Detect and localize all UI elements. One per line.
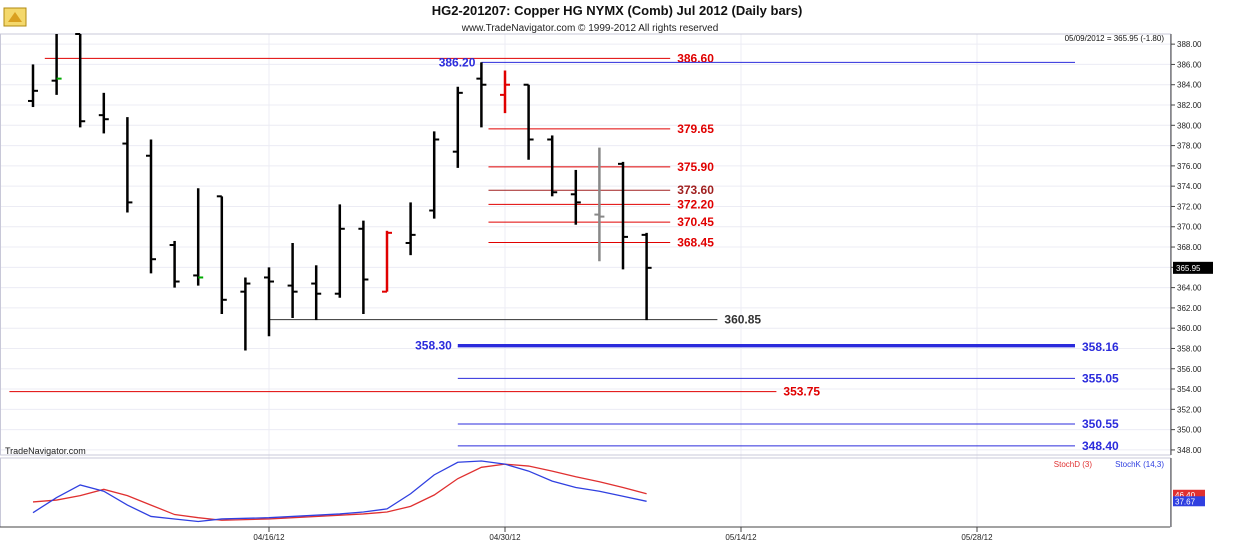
ohlc-bar-8 [216,195,227,314]
y-tick-label-4: 380.00 [1177,121,1202,130]
stoch-value-box-1 [1173,496,1205,507]
ohlc-bar-6 [169,240,180,288]
legend-stoch-d: StochD (3) [1054,460,1093,469]
ohlc-bar-11 [287,242,298,319]
ohlc-bar-12 [311,265,322,321]
level-label-14: 348.40 [1082,439,1119,453]
x-tick-label-0: 04/16/12 [253,533,285,542]
logo-icon [3,7,27,27]
y-tick-label-12: 364.00 [1177,284,1202,293]
level-label-8: 360.85 [724,313,761,327]
level-label-2: 379.65 [677,122,714,136]
y-tick-label-2: 384.00 [1177,81,1202,90]
price-readout: 05/09/2012 = 365.95 (-1.80) [1065,34,1165,43]
stoch-line-0 [32,463,647,521]
ohlc-bar-25 [618,161,628,270]
level-label-13: 350.55 [1082,417,1119,431]
y-tick-label-20: 348.00 [1177,446,1202,455]
y-tick-label-0: 388.00 [1177,40,1202,49]
level-label-1: 386.20 [439,55,476,69]
ohlc-bar-16 [405,202,416,256]
level-label-5: 372.20 [677,197,714,211]
y-tick-label-7: 374.00 [1177,182,1202,191]
level-label-12: 353.75 [783,385,820,399]
ohlc-bar-19 [476,62,487,128]
ohlc-bar-10 [264,267,274,337]
level-label-10: 358.16 [1082,340,1119,354]
grid-layer [0,33,1171,528]
y-tick-label-3: 382.00 [1177,101,1202,110]
ohlc-bar-0 [28,64,38,108]
ohlc-bar-24 [594,147,605,262]
axis-layer: 388.00 386.00 384.00 382.00 380.00 378.00 376.… [0,34,1213,542]
last-price-box [1173,261,1213,274]
ohlc-bar-3 [98,92,109,134]
y-tick-label-5: 378.00 [1177,142,1202,151]
ohlc-bar-7 [193,188,204,286]
chart-title: HG2-201207: Copper HG NYMX (Comb) Jul 20… [432,3,803,18]
ohlc-bar-26 [641,232,652,321]
y-tick-label-19: 350.00 [1177,426,1202,435]
ohlc-bar-2 [75,33,86,128]
y-tick-label-15: 358.00 [1177,344,1202,353]
level-label-9: 358.30 [415,338,452,352]
y-tick-label-17: 354.00 [1177,385,1202,394]
ohlc-bar-15 [382,230,392,293]
ohlc-bar-14 [358,220,369,314]
ohlc-bar-17 [429,131,440,219]
watermark-text: TradeNavigator.com [5,446,86,456]
y-tick-label-14: 360.00 [1177,324,1202,333]
ohlc-bar-18 [452,86,463,168]
ohlc-bar-1 [51,34,62,95]
x-tick-label-1: 04/30/12 [489,533,521,542]
level-label-0: 386.60 [677,51,714,65]
ohlc-bar-13 [334,204,345,298]
y-tick-label-10: 368.00 [1177,243,1202,252]
ohlc-bar-5 [146,139,156,274]
bars-layer [28,33,652,351]
level-label-7: 368.45 [677,235,714,249]
legend-stoch-k: StochK (14,3) [1115,460,1164,469]
x-tick-label-2: 05/14/12 [725,533,757,542]
ohlc-bar-21 [523,83,534,160]
stoch-line-1 [32,460,647,523]
level-label-4: 373.60 [677,183,714,197]
ohlc-bar-23 [570,169,581,225]
last-price-label: 365.95 [1176,264,1201,273]
copyright-text: www.TradeNavigator.com © 1999-2012 All r… [461,23,719,34]
y-tick-label-18: 352.00 [1177,405,1202,414]
y-tick-label-13: 362.00 [1177,304,1202,313]
y-tick-label-1: 386.00 [1177,60,1202,69]
stoch-value-box-0 [1173,489,1205,500]
y-tick-label-16: 356.00 [1177,365,1202,374]
x-tick-label-3: 05/28/12 [961,533,993,542]
ohlc-bar-22 [547,135,558,197]
y-tick-label-8: 372.00 [1177,202,1202,211]
level-label-11: 355.05 [1082,371,1119,385]
level-label-6: 370.45 [677,215,714,229]
y-tick-label-9: 370.00 [1177,223,1202,232]
ohlc-bar-4 [122,117,133,213]
ohlc-bar-9 [240,277,251,351]
stoch-value-label-1: 37.67 [1175,497,1196,506]
ohlc-bar-20 [500,70,510,114]
y-tick-label-6: 376.00 [1177,162,1202,171]
stoch-value-label-0: 46.40 [1175,491,1196,500]
level-label-3: 375.90 [677,160,714,174]
